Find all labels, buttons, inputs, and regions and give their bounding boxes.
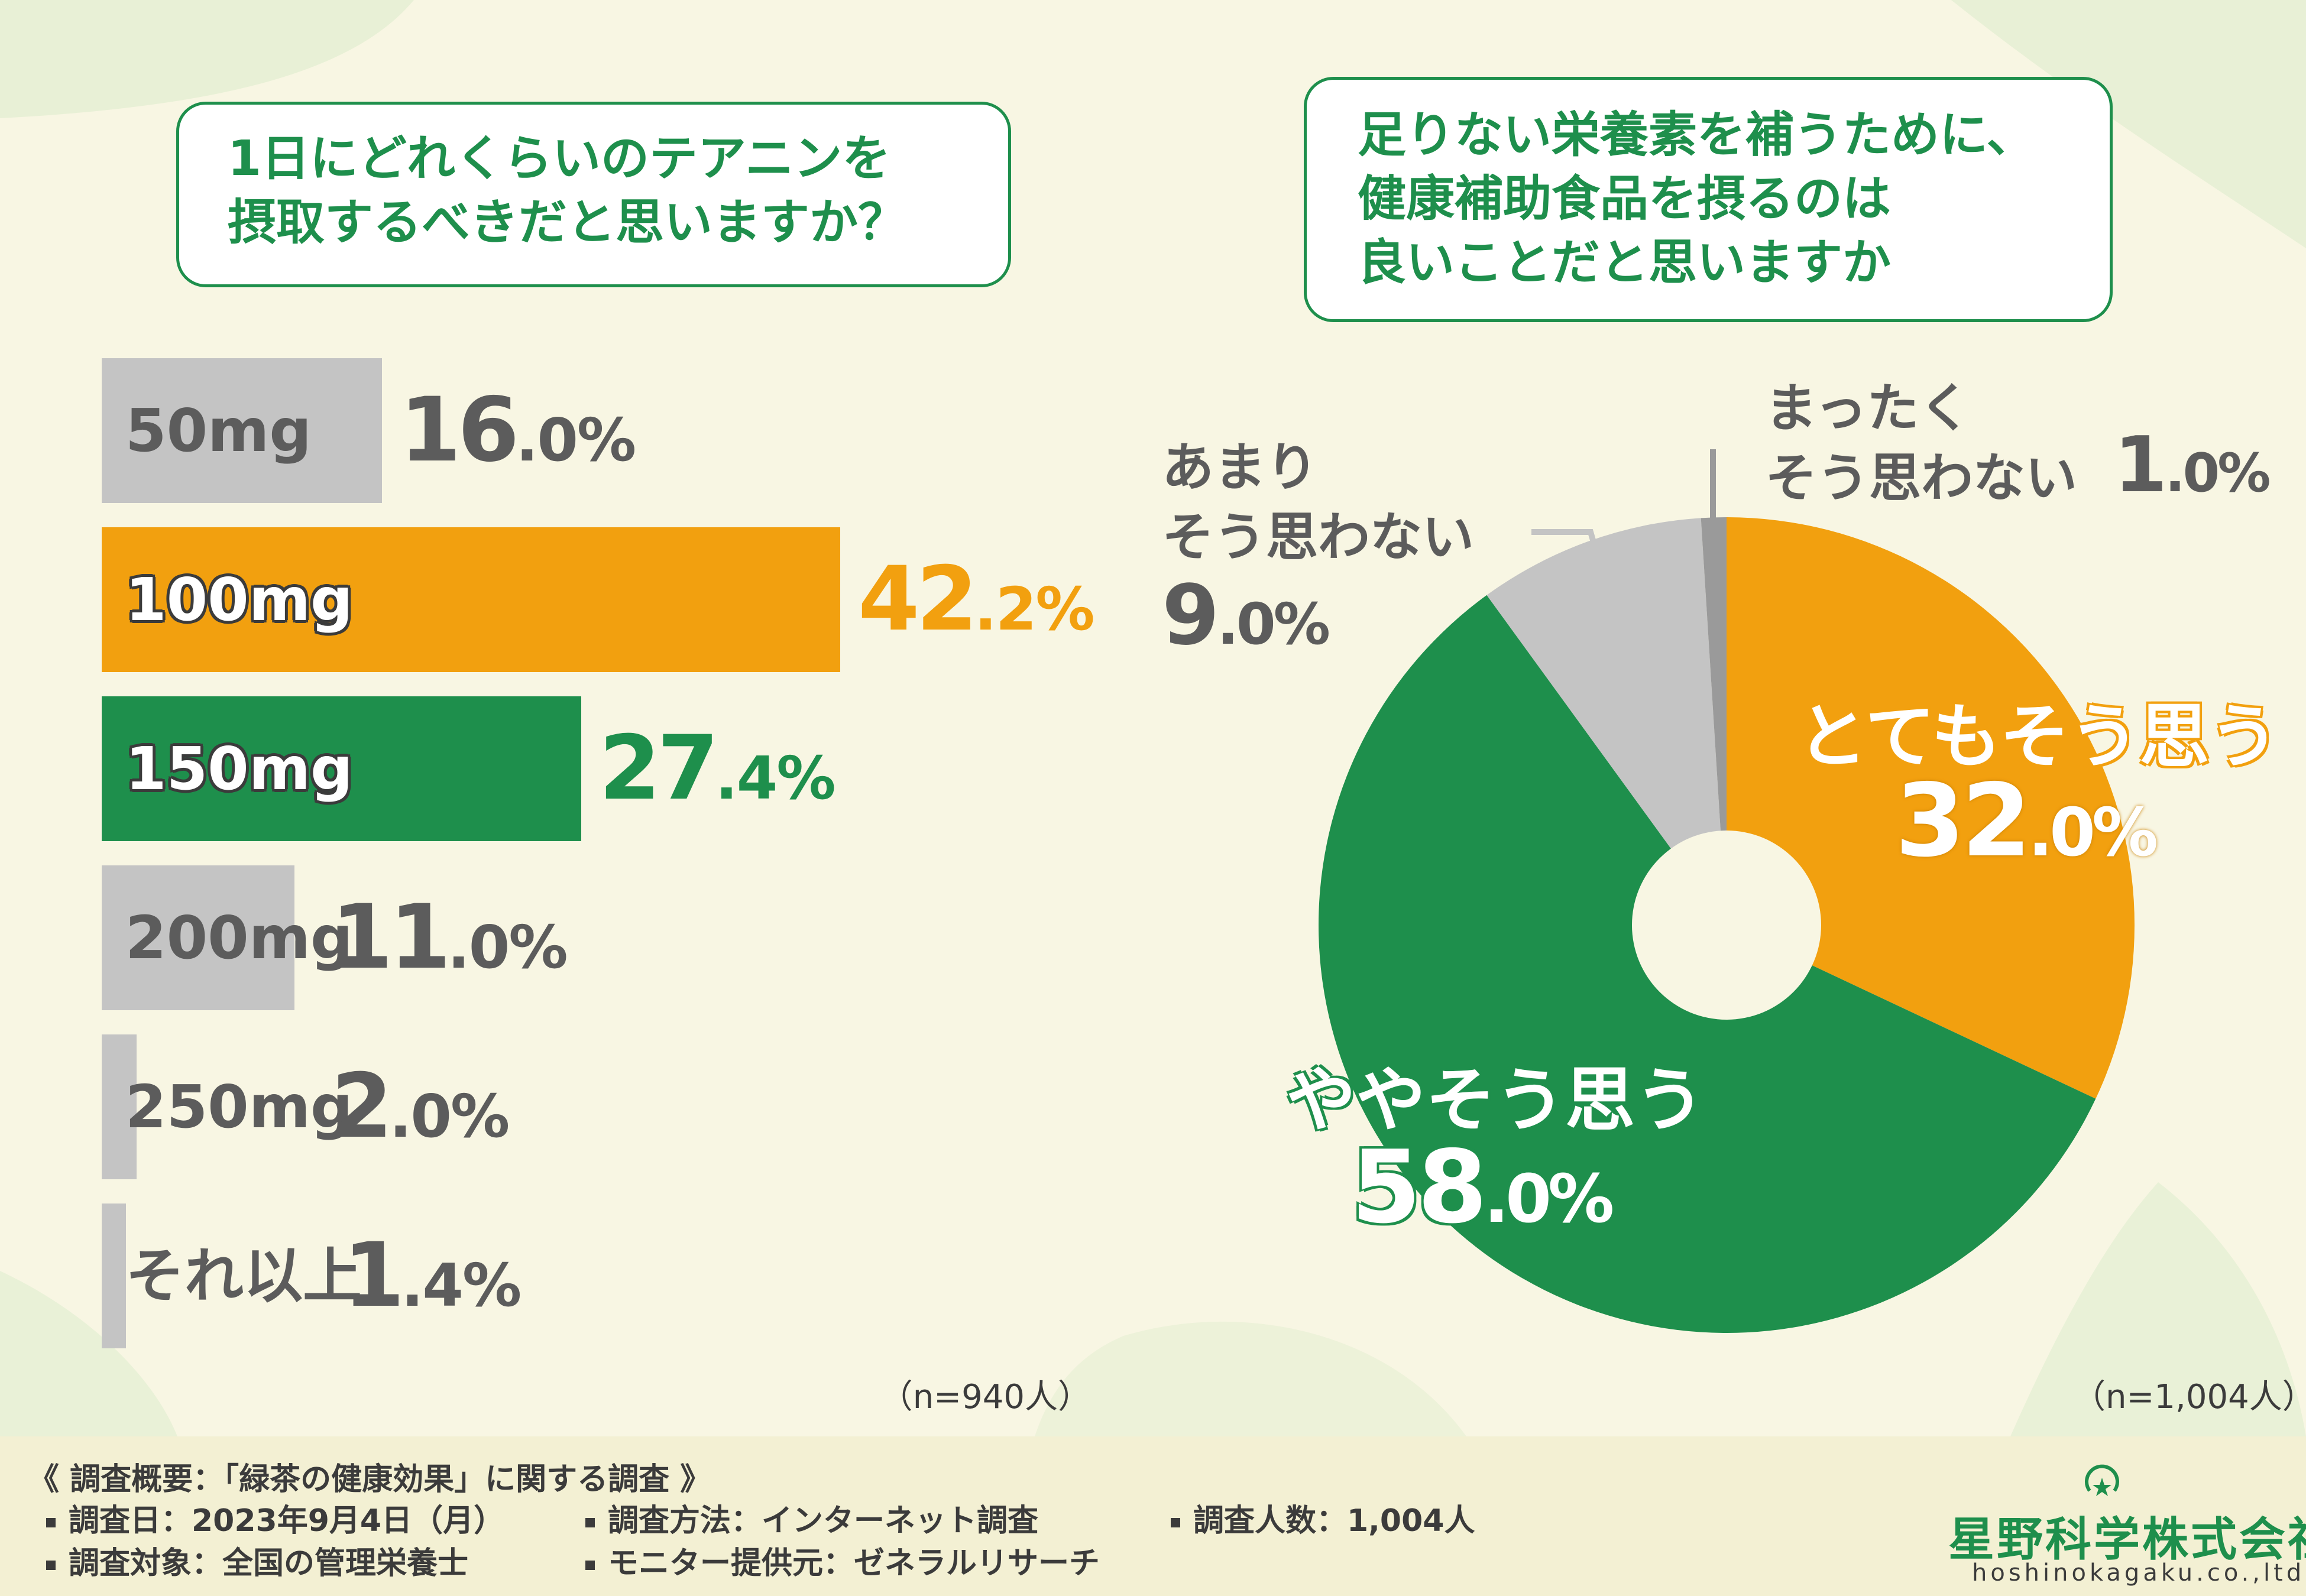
footer-date: 調査日：2023年9月4日（月） <box>46 1496 504 1540</box>
pie-chart-n-label: （n=1,004人） <box>2072 1378 2306 1416</box>
bar-value-150mg: 27.4% <box>599 717 836 820</box>
footer-count: 調査人数：1,004人 <box>1171 1496 1475 1540</box>
bar-chart-n-label: （n=940人） <box>879 1378 1091 1416</box>
left-question-line2: 摂取するべきだと思いますか？ <box>228 194 907 251</box>
pie-label-slice1-name: ややそう思う <box>1286 1059 1705 1141</box>
bar-250mg <box>102 1034 137 1179</box>
footer-target: 調査対象：全国の管理栄養士 <box>46 1538 468 1582</box>
pie-slice-0 <box>1727 517 2135 1099</box>
bar-label-200mg: 200mg <box>125 903 353 972</box>
bar-label-over: それ以上 <box>125 1241 362 1310</box>
bar-value-200mg: 11.0% <box>331 886 568 989</box>
pie-label-slice3-line1: まったく <box>1765 378 1971 439</box>
bar-100mg <box>102 527 841 672</box>
bar-label-50mg: 50mg <box>125 396 312 465</box>
pie-slice-2 <box>1486 518 1727 925</box>
pie-label-slice0-value: 32.0% <box>1895 763 2158 880</box>
bar-200mg <box>102 865 294 1010</box>
pie-label-slice2-value: 9.0% <box>1162 567 1330 664</box>
footer-provider: モニター提供元：ゼネラルリサーチ <box>585 1538 1100 1582</box>
pie-label-slice1-value: 58.0% <box>1351 1129 1614 1246</box>
pie-label-slice3-line2: そう思わない <box>1765 447 2078 508</box>
bar-value-50mg: 16.0% <box>399 379 637 482</box>
footer: 《 調査概要：「緑茶の健康効果」に関する調査 》 調査日：2023年9月4日（月… <box>0 1436 2306 1596</box>
pie-center-hole <box>1632 831 1821 1020</box>
left-question-box: 1日にどれくらいのテアニンを 摂取するべきだと思いますか？ <box>176 102 1011 287</box>
bar-label-100mg: 100mg <box>125 565 353 634</box>
leader-line-slice2 <box>1531 529 1607 578</box>
bar-label-150mg: 150mg <box>125 734 353 803</box>
pie-label-slice2-line2: そう思わない <box>1162 507 1475 567</box>
logo-icon <box>2085 1464 2119 1496</box>
left-question-line1: 1日にどれくらいのテアニンを <box>228 131 891 187</box>
bar-value-250mg: 2.0% <box>331 1055 510 1158</box>
pie-slice-3 <box>1701 517 1727 925</box>
pie-label-slice3-value: 1.0% <box>2114 420 2271 510</box>
right-question-line1: 足りない栄養素を補うために、 <box>1358 107 2035 163</box>
bar-value-100mg: 42.2% <box>858 548 1095 651</box>
right-question-line3: 良いことだと思いますか <box>1358 235 1892 291</box>
bar-50mg <box>102 358 382 503</box>
right-question-box: 足りない栄養素を補うために、 健康補助食品を摂るのは 良いことだと思いますか <box>1304 77 2113 322</box>
bar-value-over: 1.4% <box>343 1224 522 1327</box>
bar-150mg <box>102 696 582 841</box>
bar-over <box>102 1204 127 1348</box>
footer-overview: 《 調査概要：「緑茶の健康効果」に関する調査 》 <box>28 1462 711 1497</box>
right-question-line2: 健康補助食品を摂るのは <box>1358 171 1892 227</box>
bar-label-250mg: 250mg <box>125 1072 353 1141</box>
pie-label-slice2-line1: あまり <box>1162 437 1319 498</box>
logo-url: hoshinokagaku.co.,ltd. <box>1972 1559 2306 1587</box>
pie-label-slice0-name: とてもそう思う <box>1797 696 2279 777</box>
logo-name: 星野科学株式会社 <box>1948 1513 2306 1566</box>
footer-method: 調査方法：インターネット調査 <box>585 1496 1038 1540</box>
